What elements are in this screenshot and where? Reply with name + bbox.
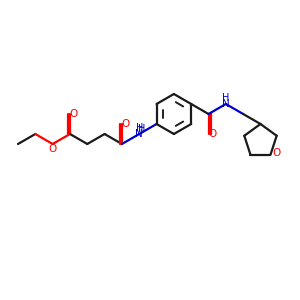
Text: O: O	[208, 129, 217, 139]
Text: N: N	[222, 99, 230, 109]
Text: O: O	[122, 119, 130, 129]
Text: O: O	[70, 109, 78, 119]
Text: H: H	[138, 124, 145, 134]
Text: N: N	[135, 129, 143, 139]
Text: H: H	[222, 93, 230, 103]
Text: O: O	[49, 144, 57, 154]
Text: O: O	[272, 148, 281, 158]
Text: H: H	[136, 123, 143, 133]
